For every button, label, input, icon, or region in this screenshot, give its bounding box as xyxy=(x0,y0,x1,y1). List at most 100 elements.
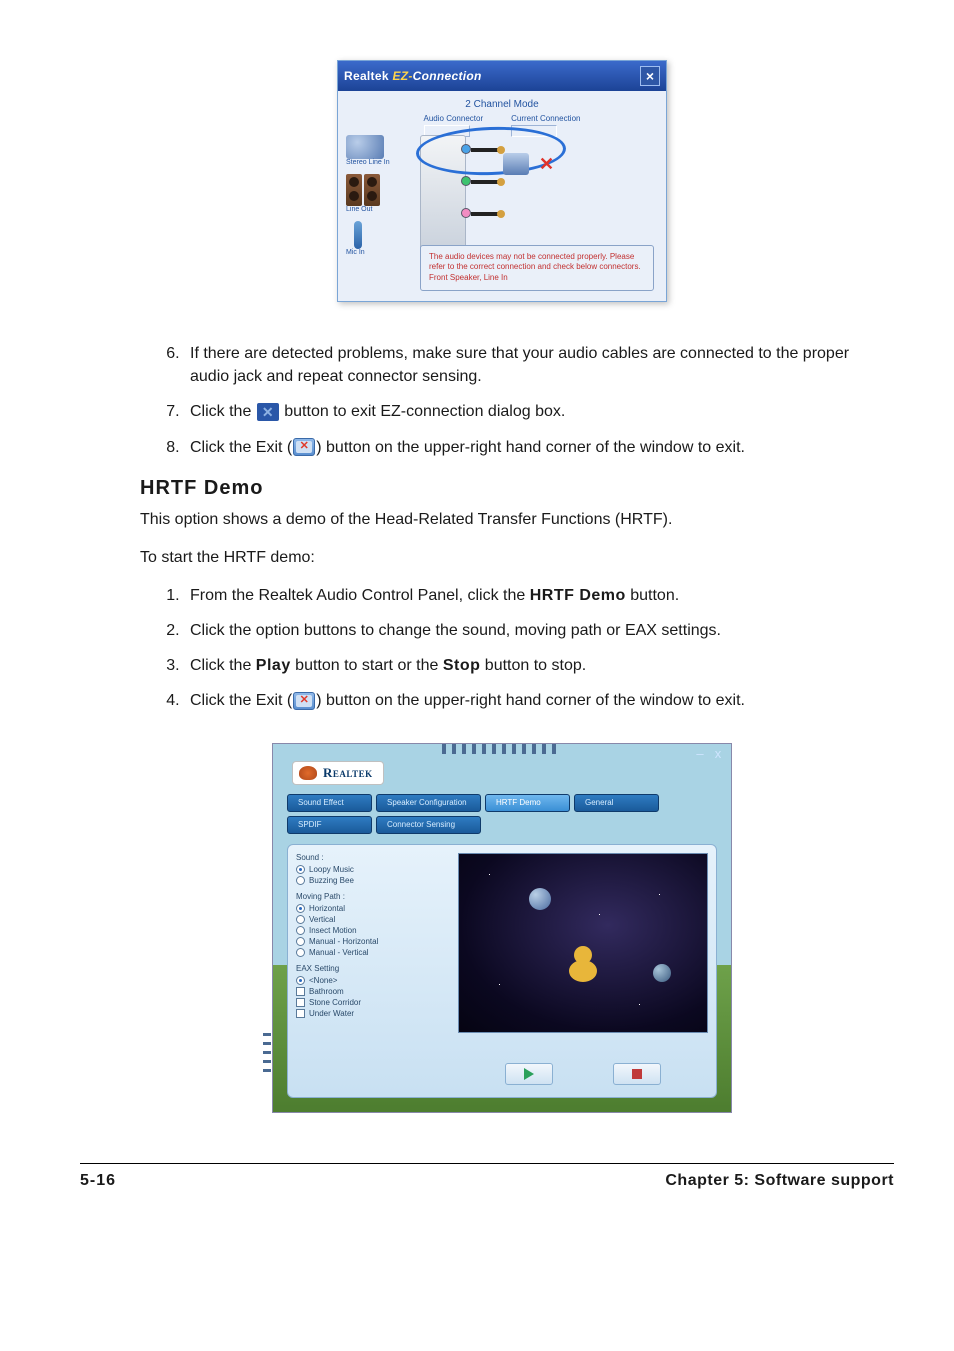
step-6: If there are detected problems, make sur… xyxy=(184,342,864,388)
tab-hrtf-demo[interactable]: HRTF Demo xyxy=(485,794,570,812)
page-number: 5-16 xyxy=(80,1172,116,1190)
hrtf-4b: ) button on the upper-right hand corner … xyxy=(316,692,745,709)
ez-warning-text: The audio devices may not be connected p… xyxy=(420,245,654,291)
tab-spdif[interactable]: SPDIF xyxy=(287,816,372,834)
sunken-bevel xyxy=(511,125,557,137)
hrtf-panel: Sound : Loopy Music Buzzing Bee Moving P… xyxy=(287,844,717,1098)
ez-col-current-connection: Current Connection xyxy=(511,114,580,123)
eax-legend: EAX Setting xyxy=(296,964,446,973)
hrtf-start: To start the HRTF demo: xyxy=(140,546,864,570)
opt-eax-water[interactable]: Under Water xyxy=(296,1008,446,1019)
audio-panel xyxy=(420,135,466,255)
plug-3 xyxy=(471,212,499,216)
lineout-caption: Line Out xyxy=(346,206,406,213)
chapter-title: Chapter 5: Software support xyxy=(665,1172,894,1190)
step-7-text-a: Click the xyxy=(190,403,256,420)
ez-col-audio-connector: Audio Connector xyxy=(424,114,484,123)
opt-eax-stone[interactable]: Stone Corridor xyxy=(296,997,446,1008)
opt-loopy-music[interactable]: Loopy Music xyxy=(296,864,446,875)
minimize-button[interactable]: – xyxy=(693,748,707,762)
hrtf-step-4: Click the Exit (✕) button on the upper-r… xyxy=(184,689,864,712)
path-legend: Moving Path : xyxy=(296,892,446,901)
error-x-icon: ✕ xyxy=(539,154,554,175)
window-close-button[interactable]: x xyxy=(711,748,725,762)
eax-group: EAX Setting <None> Bathroom Stone Corrid… xyxy=(296,964,446,1019)
sound-group: Sound : Loopy Music Buzzing Bee xyxy=(296,853,446,886)
duck-icon xyxy=(566,946,600,982)
step-7: Click the ✕ button to exit EZ-connection… xyxy=(184,400,864,423)
planet-icon xyxy=(529,888,551,910)
ez-title-ez: EZ- xyxy=(392,69,412,83)
speakers-icon xyxy=(346,174,406,206)
opt-buzzing-bee[interactable]: Buzzing Bee xyxy=(296,875,446,886)
current-connection-row: ✕ xyxy=(503,153,554,175)
opt-eax-bathroom[interactable]: Bathroom xyxy=(296,986,446,997)
hrtf-step-2: Click the option buttons to change the s… xyxy=(184,619,864,642)
side-grip[interactable] xyxy=(263,1028,271,1072)
hrtf-2-text: Click the option buttons to change the s… xyxy=(190,622,721,639)
tab-connector-sensing[interactable]: Connector Sensing xyxy=(376,816,481,834)
hrtf-3b: button to start or the xyxy=(291,657,443,674)
opt-vertical[interactable]: Vertical xyxy=(296,914,446,925)
tab-general[interactable]: General xyxy=(574,794,659,812)
jack-line-out xyxy=(461,176,471,186)
stop-icon xyxy=(632,1069,642,1079)
hrtf-3-stop: Stop xyxy=(443,657,481,674)
step-8-text-b: ) button on the upper-right hand corner … xyxy=(316,439,745,456)
ez-close-button[interactable]: × xyxy=(640,66,660,86)
plug-1 xyxy=(471,148,499,152)
hrtf-1a: From the Realtek Audio Control Panel, cl… xyxy=(190,587,530,604)
realtek-logo: Realtek xyxy=(293,762,383,784)
opt-eax-none[interactable]: <None> xyxy=(296,975,446,986)
crab-icon xyxy=(299,766,317,780)
realtek-logo-text: Realtek xyxy=(323,765,373,781)
play-icon xyxy=(524,1068,534,1080)
mic-icon xyxy=(354,221,362,249)
hrtf-intro: This option shows a demo of the Head-Rel… xyxy=(140,508,864,532)
mic-caption: Mic In xyxy=(346,249,406,256)
moving-path-group: Moving Path : Horizontal Vertical Insect… xyxy=(296,892,446,958)
step-6-text: If there are detected problems, make sur… xyxy=(190,345,849,385)
opt-manual-vertical[interactable]: Manual - Vertical xyxy=(296,947,446,958)
hrtf-step-3: Click the Play button to start or the St… xyxy=(184,654,864,677)
stereo-caption: Stereo Line In xyxy=(346,159,406,166)
tab-speaker-config[interactable]: Speaker Configuration xyxy=(376,794,481,812)
planet-icon xyxy=(653,964,671,982)
hrtf-1b: button. xyxy=(626,587,679,604)
stereo-device-icon xyxy=(346,135,384,159)
opt-horizontal[interactable]: Horizontal xyxy=(296,903,446,914)
plug-2 xyxy=(471,180,499,184)
ez-title-conn: Connection xyxy=(413,69,482,83)
grip-rail[interactable] xyxy=(442,744,562,754)
realtek-panel-window: – x Realtek Sound Effect Speaker Configu… xyxy=(272,743,732,1113)
ez-connection-window: Realtek EZ-Connection × 2 Channel Mode A… xyxy=(337,60,667,302)
tab-sound-effect[interactable]: Sound Effect xyxy=(287,794,372,812)
inline-close-button-icon: ✕ xyxy=(257,403,279,421)
hrtf-3-play: Play xyxy=(256,657,291,674)
step-8: Click the Exit (✕) button on the upper-r… xyxy=(184,436,864,459)
jack-mic xyxy=(461,208,471,218)
sound-legend: Sound : xyxy=(296,853,446,862)
hrtf-preview xyxy=(458,853,708,1033)
play-button[interactable] xyxy=(505,1063,553,1085)
ez-title-brand: Realtek xyxy=(344,69,389,83)
stop-button[interactable] xyxy=(613,1063,661,1085)
jack-line-in xyxy=(461,144,471,154)
close-icon: × xyxy=(646,68,654,84)
opt-manual-horizontal[interactable]: Manual - Horizontal xyxy=(296,936,446,947)
current-device-icon xyxy=(503,153,529,175)
hrtf-heading: HRTF Demo xyxy=(140,477,864,500)
hrtf-step-1: From the Realtek Audio Control Panel, cl… xyxy=(184,584,864,607)
hrtf-3a: Click the xyxy=(190,657,256,674)
footer-rule xyxy=(80,1163,894,1164)
inline-exit-button-icon-2: ✕ xyxy=(293,692,315,710)
step-7-text-b: button to exit EZ-connection dialog box. xyxy=(284,403,565,420)
step-8-text-a: Click the Exit ( xyxy=(190,439,292,456)
hrtf-3c: button to stop. xyxy=(480,657,586,674)
ez-titlebar: Realtek EZ-Connection × xyxy=(338,61,666,91)
hrtf-1-bold: HRTF Demo xyxy=(530,587,626,604)
ez-mode-label: 2 Channel Mode xyxy=(346,99,658,110)
opt-insect-motion[interactable]: Insect Motion xyxy=(296,925,446,936)
inline-exit-button-icon: ✕ xyxy=(293,438,315,456)
hrtf-4a: Click the Exit ( xyxy=(190,692,292,709)
